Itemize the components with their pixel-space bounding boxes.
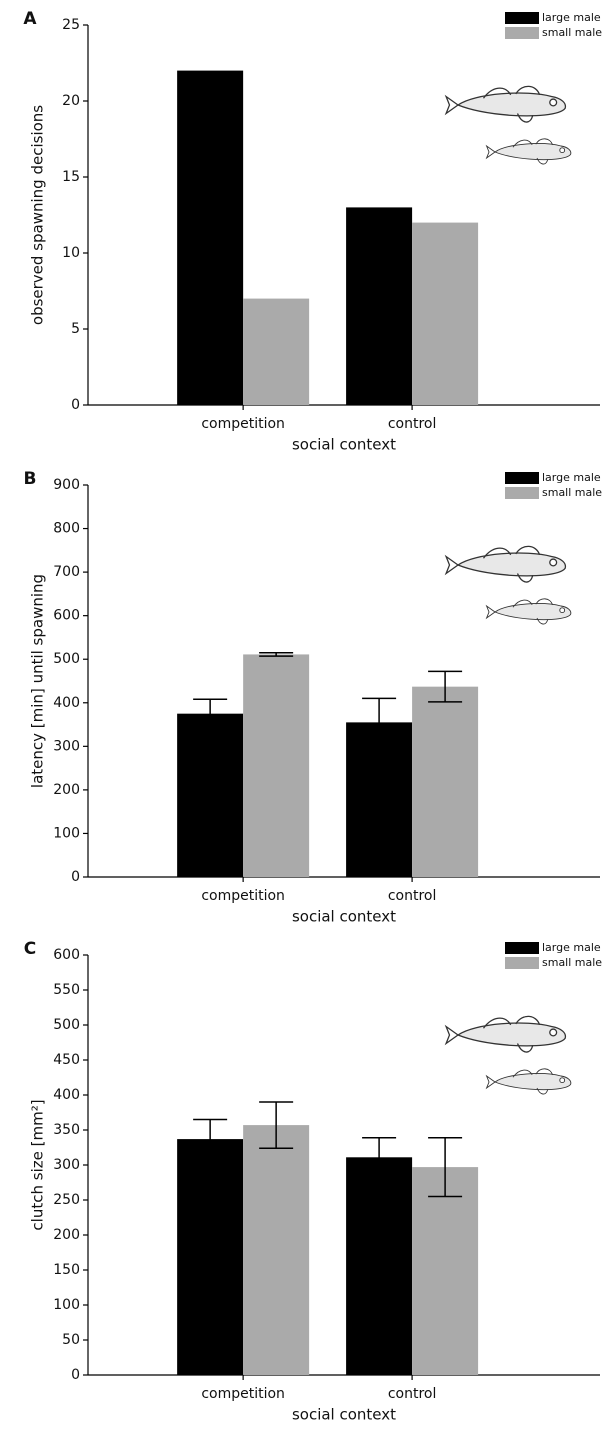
x-axis-label: social context	[292, 1406, 396, 1424]
fish-eye	[560, 148, 565, 153]
fish-eye	[550, 99, 557, 106]
fish-body	[458, 93, 565, 116]
bar	[243, 299, 309, 405]
y-tick-label: 500	[53, 651, 80, 667]
legend-swatch	[505, 472, 539, 484]
y-tick-label: 200	[53, 1227, 80, 1243]
y-tick-label: 20	[62, 93, 80, 109]
y-tick-label: 350	[53, 1122, 80, 1138]
fish-eye	[560, 1078, 565, 1083]
fish-eye	[550, 559, 557, 566]
y-tick-label: 300	[53, 1157, 80, 1173]
bar	[243, 654, 309, 877]
panel-label: C	[24, 939, 36, 959]
y-axis-label: clutch size [mm²]	[29, 1099, 47, 1230]
page: A 0 5 10 15 20 25 observed spawning decisions so…	[0, 0, 608, 1452]
fish-body	[495, 1074, 571, 1090]
x-axis-label: social context	[292, 436, 396, 454]
x-tick-label: competition	[201, 1386, 285, 1402]
y-tick-label: 0	[71, 869, 80, 885]
y-tick-label: 15	[62, 169, 80, 185]
fish-illustration	[487, 139, 571, 164]
legend-label: small male	[542, 486, 602, 499]
x-tick-label: competition	[201, 416, 285, 432]
y-axis-label: latency [min] until spawning	[29, 574, 47, 788]
y-tick-label: 100	[53, 825, 80, 841]
y-tick-label: 550	[53, 982, 80, 998]
bar	[177, 1139, 243, 1375]
y-tick-label: 0	[71, 397, 80, 413]
bar	[346, 207, 412, 405]
legend-label: small male	[542, 956, 602, 969]
fish-illustration	[446, 1016, 565, 1052]
x-tick-label: competition	[201, 888, 285, 904]
x-axis-label: social context	[292, 908, 396, 926]
x-tick-label: control	[388, 416, 437, 432]
fish-body	[458, 553, 565, 576]
bar	[412, 687, 478, 877]
bar	[177, 71, 243, 405]
y-tick-label: 100	[53, 1297, 80, 1313]
y-tick-label: 700	[53, 564, 80, 580]
panel-label: A	[23, 9, 37, 29]
bar	[346, 1157, 412, 1375]
y-tick-label: 800	[53, 521, 80, 537]
panel-label: B	[24, 469, 37, 489]
x-tick-label: control	[388, 888, 437, 904]
legend-swatch	[505, 27, 539, 39]
legend-label: small male	[542, 26, 602, 39]
y-tick-label: 5	[71, 321, 80, 337]
fish-eye	[550, 1029, 557, 1036]
bar	[177, 714, 243, 877]
legend-label: large male	[542, 471, 601, 484]
legend-label: large male	[542, 11, 601, 24]
legend-swatch	[505, 487, 539, 499]
y-tick-label: 450	[53, 1052, 80, 1068]
y-tick-label: 600	[53, 947, 80, 963]
fish-eye	[560, 608, 565, 613]
y-tick-label: 25	[62, 17, 80, 33]
y-tick-label: 200	[53, 782, 80, 798]
fish-body	[458, 1023, 565, 1046]
x-tick-label: control	[388, 1386, 437, 1402]
bar	[243, 1125, 309, 1375]
figure: A 0 5 10 15 20 25 observed spawning decisions so…	[0, 0, 608, 1452]
fish-illustration	[446, 546, 565, 582]
y-tick-label: 400	[53, 1087, 80, 1103]
y-axis-label: observed spawning decisions	[29, 105, 47, 325]
y-tick-label: 50	[62, 1332, 80, 1348]
y-tick-label: 10	[62, 245, 80, 261]
bar	[412, 223, 478, 405]
y-tick-label: 0	[71, 1367, 80, 1383]
legend-swatch	[505, 12, 539, 24]
y-tick-label: 300	[53, 738, 80, 754]
y-tick-label: 900	[53, 477, 80, 493]
legend-label: large male	[542, 941, 601, 954]
y-tick-label: 500	[53, 1017, 80, 1033]
y-tick-label: 250	[53, 1192, 80, 1208]
legend-swatch	[505, 942, 539, 954]
fish-illustration	[487, 599, 571, 624]
bar	[412, 1167, 478, 1375]
fish-illustration	[446, 86, 565, 122]
fish-body	[495, 144, 571, 160]
y-tick-label: 600	[53, 608, 80, 624]
legend-swatch	[505, 957, 539, 969]
y-tick-label: 150	[53, 1262, 80, 1278]
fish-illustration	[487, 1069, 571, 1094]
y-tick-label: 400	[53, 695, 80, 711]
fish-body	[495, 604, 571, 620]
